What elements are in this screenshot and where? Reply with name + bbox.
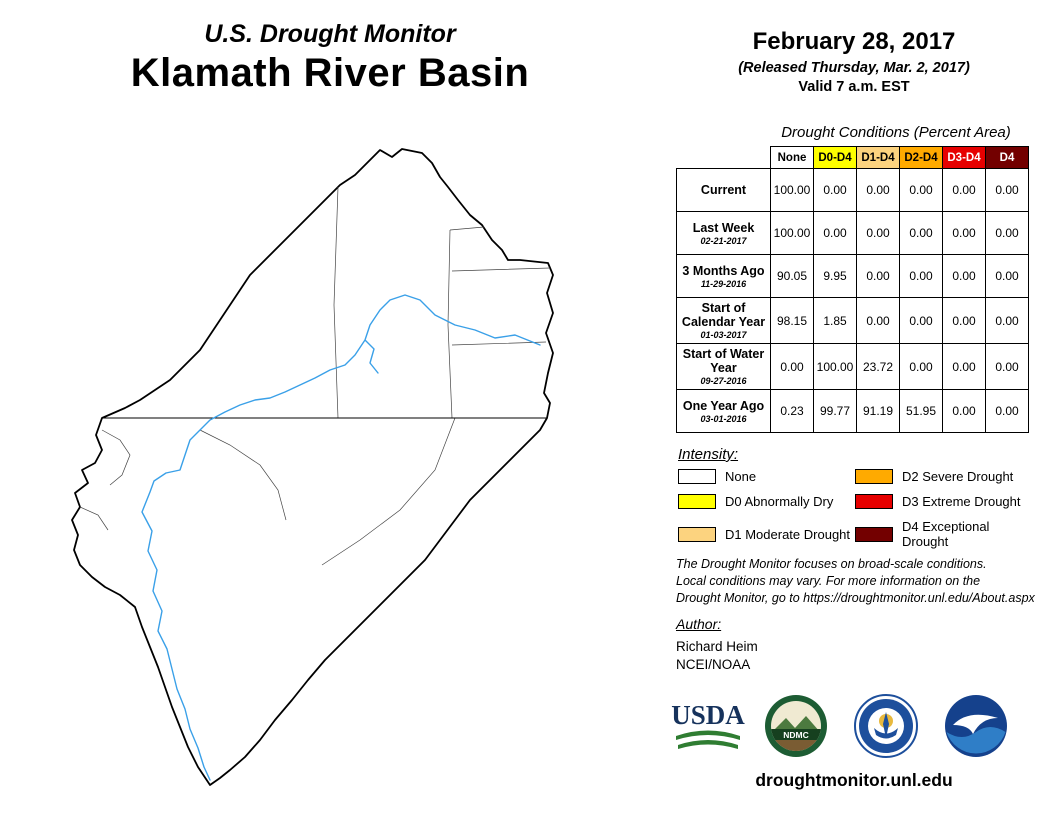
table-cell: 51.95: [899, 389, 943, 433]
basin-map: [50, 135, 585, 805]
ndmc-logo: NDMC: [764, 694, 828, 763]
table-cell: 0.00: [942, 254, 986, 298]
klamath-river: [141, 294, 541, 781]
table-cell: 0.00: [985, 211, 1029, 255]
row-label: Last Week 02-21-2017: [676, 211, 771, 255]
table-row-one-year-ago: One Year Ago 03-01-2016 0.23 99.77 91.19 …: [676, 389, 1029, 433]
table-row-3-months-ago: 3 Months Ago 11-29-2016 90.05 9.95 0.00 0…: [676, 254, 1029, 298]
table-cell: 100.00: [770, 168, 814, 212]
report-date-block: February 28, 2017 (Released Thursday, Ma…: [689, 28, 1019, 95]
column-header-d0d4: D0-D4: [813, 146, 857, 169]
table-cell: 0.00: [813, 211, 857, 255]
release-date: (Released Thursday, Mar. 2, 2017): [738, 60, 970, 76]
table-cell: 0.23: [770, 389, 814, 433]
table-cell: 0.00: [813, 168, 857, 212]
table-cell: 9.95: [813, 254, 857, 298]
table-cell: 0.00: [985, 297, 1029, 344]
row-label: Start of Calendar Year 01-03-2017: [676, 297, 771, 344]
author-org: NCEI/NOAA: [676, 657, 751, 672]
table-row-start-calendar-year: Start of Calendar Year 01-03-2017 98.15 1…: [676, 297, 1029, 344]
none-swatch: [678, 469, 716, 484]
footer-url[interactable]: droughtmonitor.unl.edu: [755, 770, 953, 790]
table-cell: 90.05: [770, 254, 814, 298]
table-cell: 99.77: [813, 389, 857, 433]
table-cell: 0.00: [856, 297, 900, 344]
valid-time: Valid 7 a.m. EST: [798, 79, 910, 95]
ndmc-wordmark: NDMC: [783, 730, 809, 740]
table-cell: 0.00: [856, 168, 900, 212]
table-cell: 0.00: [770, 343, 814, 390]
d1-swatch: [678, 526, 716, 542]
d0-swatch: [678, 494, 716, 509]
table-cell: 91.19: [856, 389, 900, 433]
column-header-none: None: [770, 146, 814, 169]
corner-cell: [676, 146, 771, 169]
report-title-block: U.S. Drought Monitor Klamath River Basin: [105, 20, 555, 96]
usda-wordmark: USDA: [671, 700, 745, 730]
legend-item-d1: D1 Moderate Drought: [678, 519, 855, 549]
basin-map-svg: [71, 148, 554, 786]
noaa-logo: [944, 694, 1008, 763]
table-cell: 0.00: [942, 389, 986, 433]
table-cell: 0.00: [856, 211, 900, 255]
table-cell: 23.72: [856, 343, 900, 390]
row-label: One Year Ago 03-01-2016: [676, 389, 771, 433]
table-cell: 0.00: [985, 343, 1029, 390]
logo-row: USDA NDMC: [664, 692, 1036, 764]
table-cell: 0.00: [942, 211, 986, 255]
column-header-d1d4: D1-D4: [856, 146, 900, 169]
table-row-start-water-year: Start of Water Year 09-27-2016 0.00 100.0…: [676, 343, 1029, 390]
table-header-row: None D0-D4 D1-D4 D2-D4 D3-D4 D4: [676, 146, 1029, 169]
row-label: 3 Months Ago 11-29-2016: [676, 254, 771, 298]
row-label: Current: [676, 168, 771, 212]
row-label: Start of Water Year 09-27-2016: [676, 343, 771, 390]
table-cell: 0.00: [899, 297, 943, 344]
table-cell: 98.15: [770, 297, 814, 344]
program-title: U.S. Drought Monitor: [204, 20, 456, 48]
report-date: February 28, 2017: [752, 28, 956, 55]
legend-item-d0: D0 Abnormally Dry: [678, 494, 855, 509]
table-title: Drought Conditions (Percent Area): [781, 124, 1011, 141]
legend-item-d3: D3 Extreme Drought: [855, 494, 1034, 509]
column-header-d2d4: D2-D4: [899, 146, 943, 169]
table-cell: 0.00: [856, 254, 900, 298]
d2-swatch: [855, 469, 893, 484]
author-heading: Author:: [676, 616, 722, 632]
table-cell: 0.00: [985, 168, 1029, 212]
author-name: Richard Heim: [676, 639, 758, 654]
table-cell: 0.00: [899, 168, 943, 212]
county-lines: [79, 186, 551, 566]
intensity-legend: None D2 Severe Drought D0 Abnormally Dry…: [678, 469, 1034, 549]
basin-outline: [71, 148, 554, 786]
table-cell: 0.00: [899, 254, 943, 298]
disclaimer-text: The Drought Monitor focuses on broad-sca…: [676, 557, 1035, 605]
commerce-seal-logo: [854, 694, 918, 763]
table-row-last-week: Last Week 02-21-2017 100.00 0.00 0.00 0.0…: [676, 211, 1029, 255]
legend-title: Intensity:: [678, 446, 739, 463]
table-cell: 0.00: [899, 343, 943, 390]
drought-conditions-table: None D0-D4 D1-D4 D2-D4 D3-D4 D4 Current …: [676, 146, 1029, 433]
table-cell: 0.00: [942, 343, 986, 390]
table-cell: 0.00: [985, 389, 1029, 433]
legend-item-d2: D2 Severe Drought: [855, 469, 1034, 484]
region-title: Klamath River Basin: [130, 51, 530, 95]
column-header-d3d4: D3-D4: [942, 146, 986, 169]
d4-swatch: [855, 526, 893, 542]
table-row-current: Current 100.00 0.00 0.00 0.00 0.00 0.00: [676, 168, 1029, 212]
column-header-d4: D4: [985, 146, 1029, 169]
table-cell: 100.00: [770, 211, 814, 255]
legend-item-none: None: [678, 469, 855, 484]
legend-item-d4: D4 Exceptional Drought: [855, 519, 1034, 549]
d3-swatch: [855, 494, 893, 509]
table-cell: 1.85: [813, 297, 857, 344]
usda-logo: USDA: [668, 692, 748, 765]
table-cell: 0.00: [899, 211, 943, 255]
table-cell: 0.00: [942, 168, 986, 212]
table-cell: 100.00: [813, 343, 857, 390]
table-cell: 0.00: [985, 254, 1029, 298]
table-cell: 0.00: [942, 297, 986, 344]
